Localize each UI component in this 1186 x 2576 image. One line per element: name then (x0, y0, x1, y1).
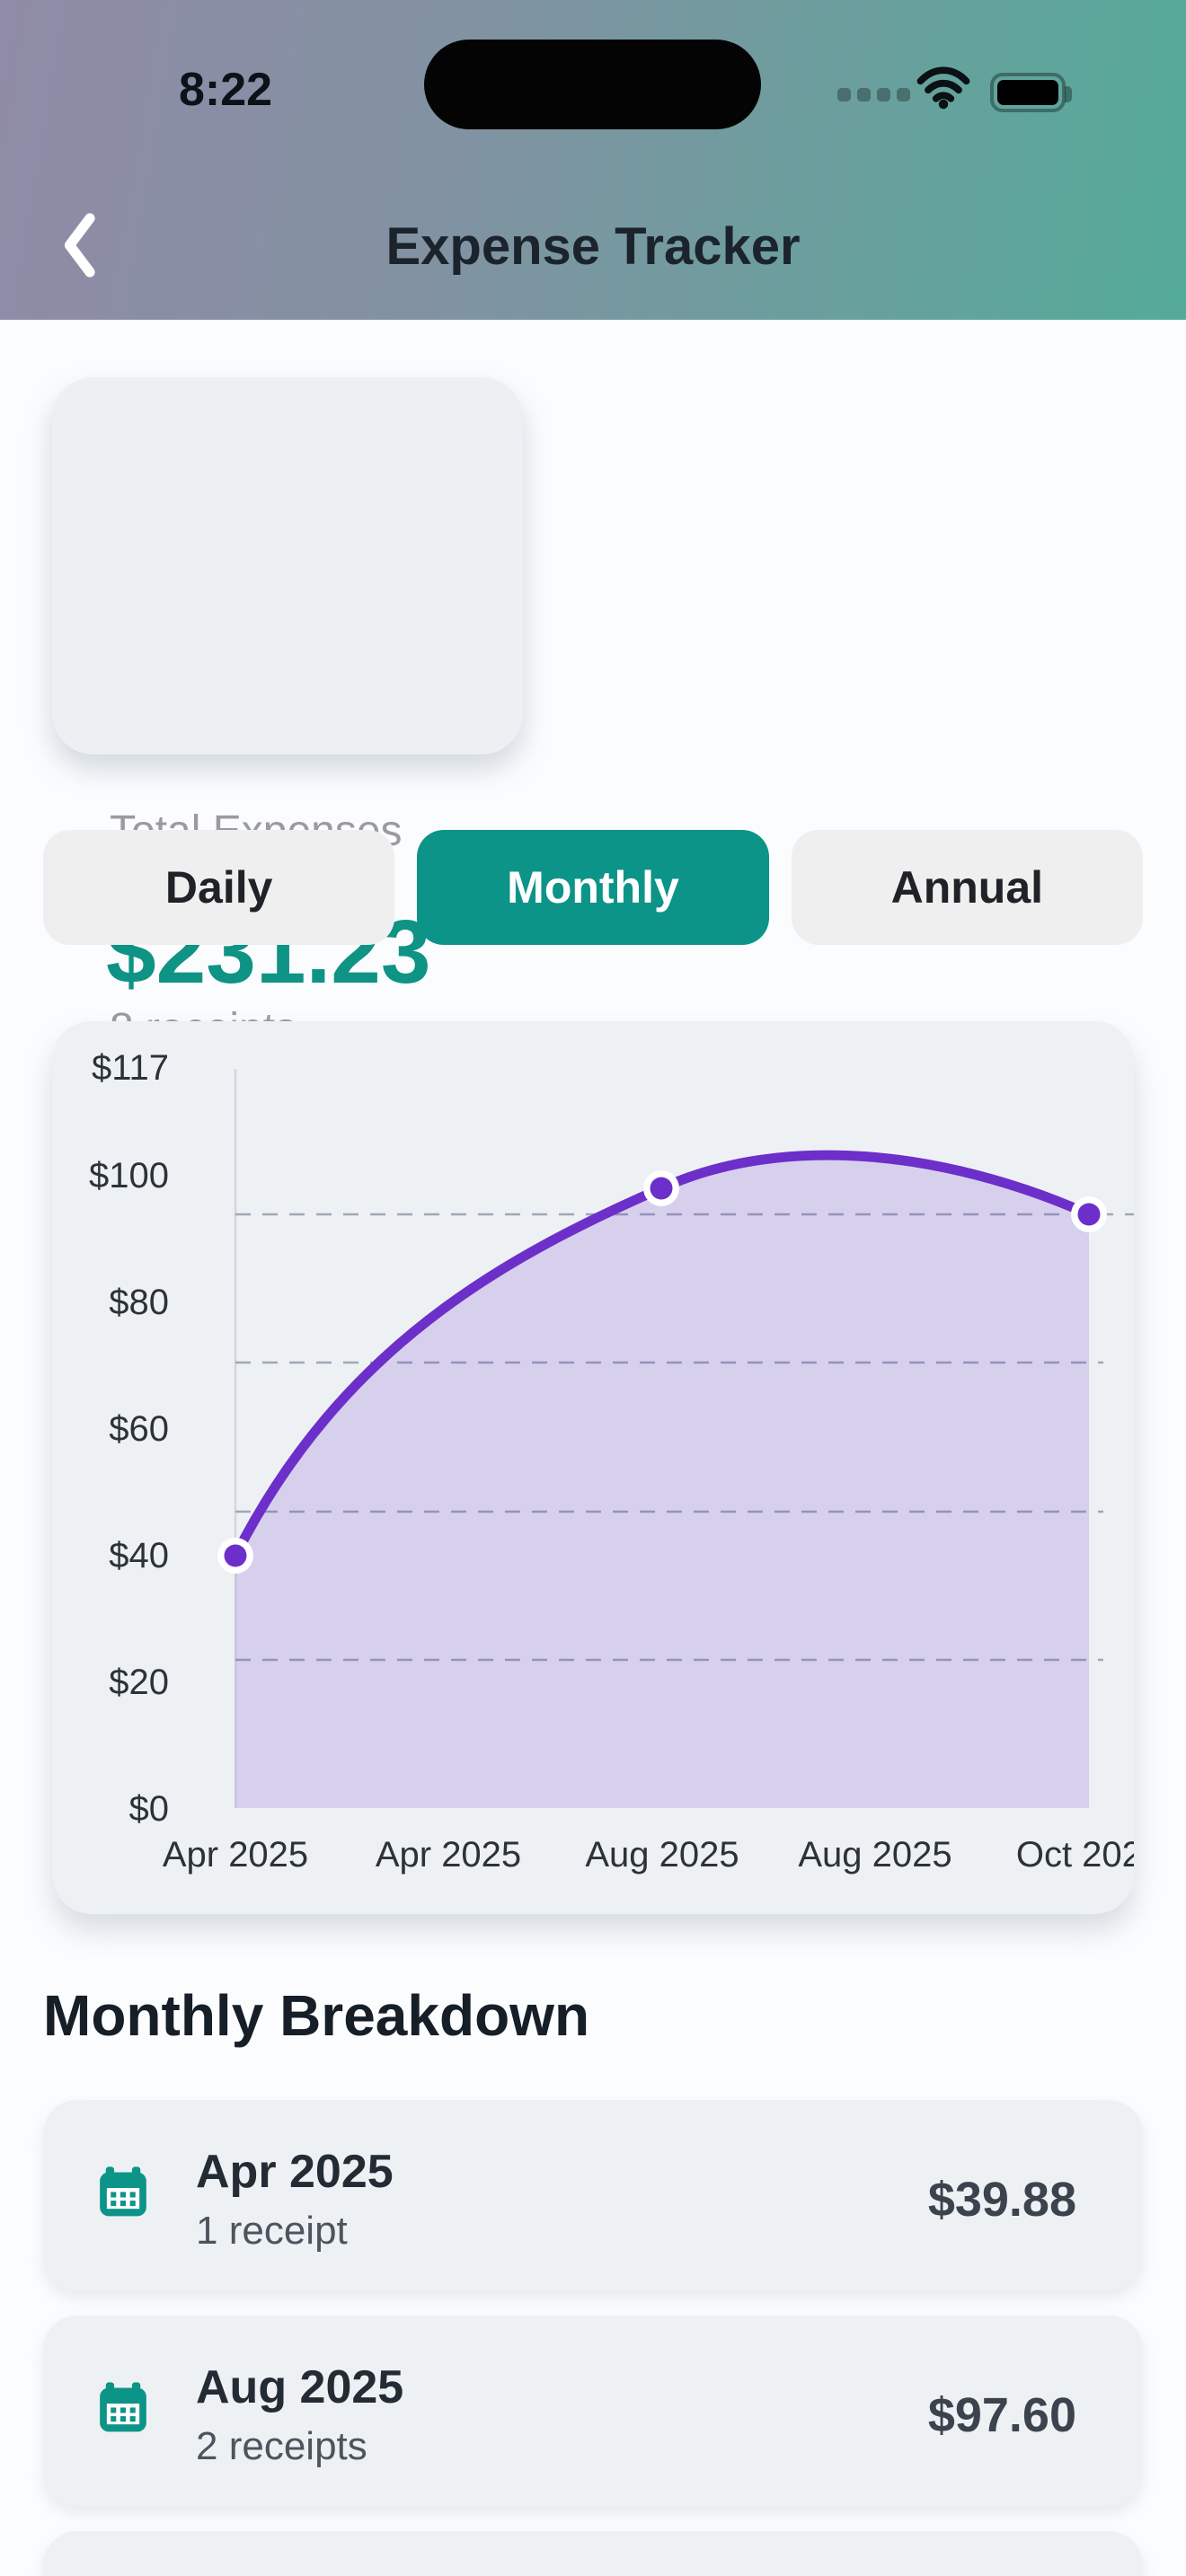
x-tick: Aug 2025 (585, 1835, 739, 1875)
item-amount: $97.60 (927, 2388, 1076, 2442)
data-points (217, 1170, 1107, 1574)
list-item-apr-2025[interactable]: Apr 2025 1 receipt $39.88 (43, 2100, 1143, 2290)
tab-daily[interactable]: Daily (43, 830, 395, 945)
back-button[interactable] (47, 201, 111, 291)
x-axis-labels: Apr 2025 Apr 2025 Aug 2025 Aug 2025 Oct … (163, 1835, 1134, 1875)
x-tick: Apr 2025 (163, 1835, 308, 1875)
chevron-left-icon (58, 209, 101, 284)
expense-chart-card: $117 $100 $80 $60 $40 $20 $0 Apr 2025 Ap… (52, 1021, 1134, 1914)
battery-icon (990, 73, 1072, 112)
x-tick: Apr 2025 (376, 1835, 521, 1875)
expense-area-chart: $117 $100 $80 $60 $40 $20 $0 Apr 2025 Ap… (89, 1048, 1134, 1875)
list-item-partial[interactable] (43, 2531, 1143, 2576)
y-tick: $0 (129, 1789, 170, 1829)
dynamic-island (424, 40, 761, 129)
item-receipts: 2 receipts (196, 2424, 367, 2468)
y-tick: $100 (89, 1156, 169, 1195)
item-month: Apr 2025 (196, 2146, 394, 2198)
calendar-icon (93, 2163, 153, 2222)
breakdown-heading: Monthly Breakdown (43, 1983, 590, 2048)
page-title: Expense Tracker (385, 217, 801, 276)
y-axis-labels: $117 $100 $80 $60 $40 $20 $0 (89, 1048, 169, 1829)
y-tick: $117 (92, 1048, 169, 1088)
y-tick: $80 (109, 1283, 169, 1322)
y-tick: $20 (109, 1663, 169, 1702)
item-receipts: 1 receipt (196, 2209, 348, 2253)
header: 8:22 Expense Tracke (0, 0, 1186, 320)
x-tick: Aug 2025 (798, 1835, 951, 1875)
period-tabs: Daily Monthly Annual (43, 830, 1143, 945)
tab-monthly[interactable]: Monthly (417, 830, 769, 945)
y-tick: $40 (109, 1536, 169, 1575)
item-amount: $39.88 (927, 2173, 1076, 2227)
wifi-icon (916, 66, 970, 110)
tab-annual[interactable]: Annual (791, 830, 1143, 945)
calendar-icon (93, 2378, 153, 2438)
x-tick: Oct 2025 (1016, 1835, 1134, 1875)
y-tick: $60 (109, 1409, 169, 1449)
status-time: 8:22 (178, 64, 273, 116)
list-item-aug-2025[interactable]: Aug 2025 2 receipts $97.60 (43, 2316, 1143, 2506)
cellular-dots-icon (837, 88, 910, 101)
total-expenses-card: Total Expenses $231.23 8 receipts (52, 377, 523, 1051)
area-fill (235, 1155, 1089, 1808)
item-month: Aug 2025 (196, 2361, 404, 2413)
